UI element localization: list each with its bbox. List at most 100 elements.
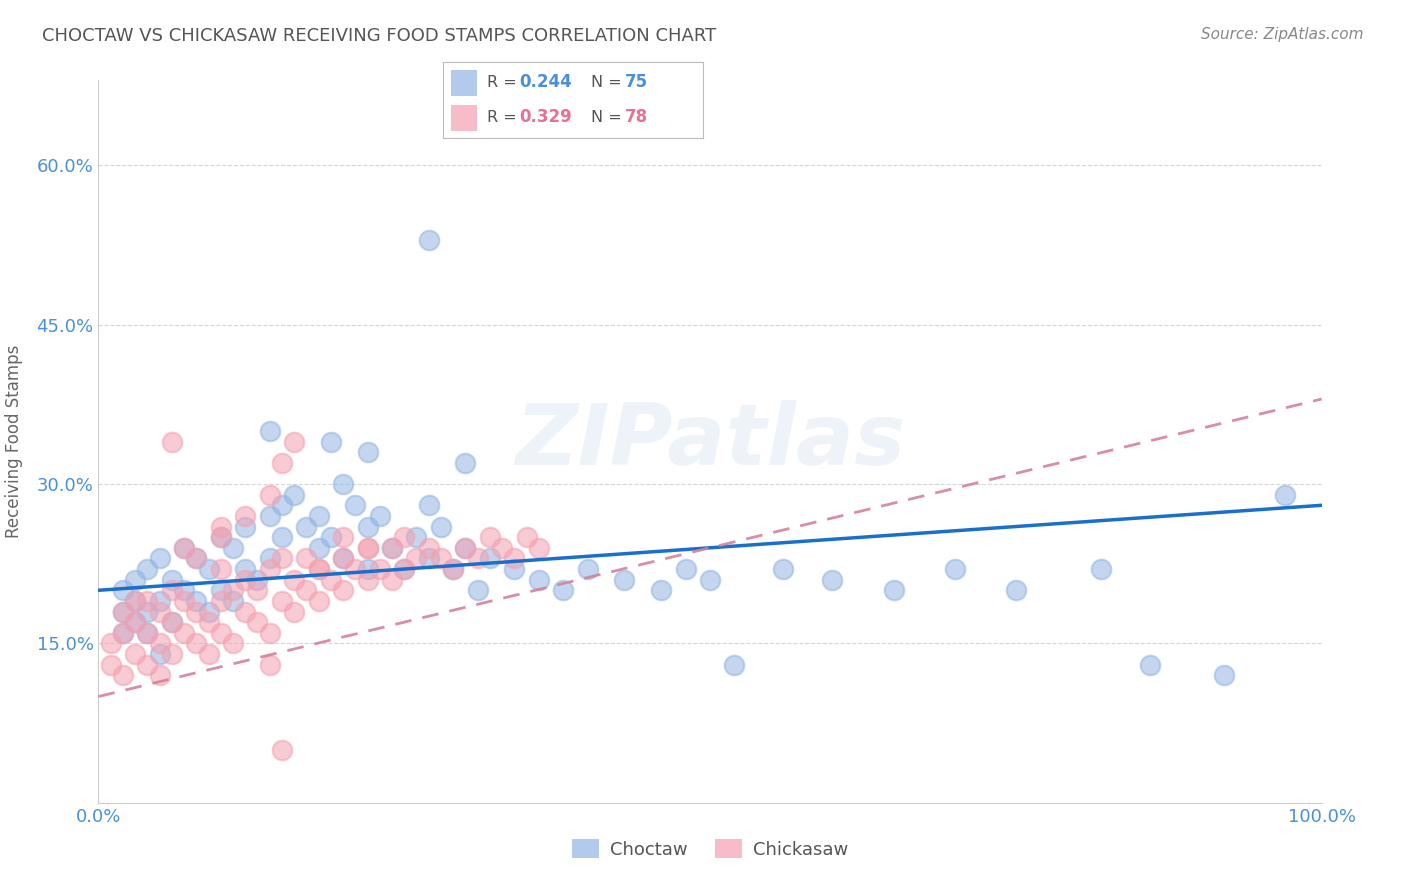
Point [295,583,318,598]
Legend: Choctaw, Chickasaw: Choctaw, Chickasaw [565,832,855,866]
Point [209,530,232,544]
Point [527,573,550,587]
Point [149,647,172,661]
Point [883,583,905,598]
Point [259,551,281,566]
Point [270,498,294,512]
Point [246,573,269,587]
Point [675,562,697,576]
Point [222,583,245,598]
Point [392,530,416,544]
Point [418,551,440,566]
Point [160,434,183,449]
Point [160,573,183,587]
Point [124,594,146,608]
Point [332,583,354,598]
Point [173,625,195,640]
Point [124,594,146,608]
Point [186,594,208,608]
Point [943,562,966,576]
Point [160,647,183,661]
Point [197,647,219,661]
Point [356,573,378,587]
Point [344,498,367,512]
Point [821,573,844,587]
Point [136,625,159,640]
Point [332,530,354,544]
Point [283,605,305,619]
Point [478,551,501,566]
Point [233,562,256,576]
Point [723,657,745,672]
Point [418,498,440,512]
Point [319,434,342,449]
Point [332,551,354,566]
Point [173,594,195,608]
Point [368,562,391,576]
Text: ZIPatlas: ZIPatlas [515,400,905,483]
Point [149,636,172,650]
Point [111,625,134,640]
Point [124,647,146,661]
Point [160,583,183,598]
Point [111,605,134,619]
Text: CHOCTAW VS CHICKASAW RECEIVING FOOD STAMPS CORRELATION CHART: CHOCTAW VS CHICKASAW RECEIVING FOOD STAM… [42,27,717,45]
Point [149,594,172,608]
Point [233,605,256,619]
Point [283,573,305,587]
Point [467,551,489,566]
Point [246,583,269,598]
Point [186,605,208,619]
Point [491,541,513,555]
Point [270,551,294,566]
Text: N =: N = [591,110,627,125]
Text: 0.244: 0.244 [520,73,572,91]
Point [160,615,183,630]
Point [454,541,477,555]
Point [418,233,440,247]
Point [246,615,269,630]
Point [650,583,672,598]
Point [136,657,159,672]
Point [441,562,464,576]
Point [553,583,575,598]
Point [1004,583,1026,598]
Point [149,668,172,682]
Point [478,530,501,544]
Point [209,519,232,533]
Point [405,530,427,544]
Point [209,594,232,608]
Point [295,551,318,566]
Point [136,625,159,640]
Point [454,541,477,555]
Point [197,562,219,576]
Point [186,636,208,650]
Point [283,488,305,502]
Point [100,657,122,672]
Point [270,456,294,470]
Point [222,541,245,555]
Point [576,562,599,576]
Point [515,530,537,544]
Point [613,573,636,587]
Point [295,519,318,533]
Point [136,562,159,576]
Point [454,456,477,470]
Text: 75: 75 [624,73,648,91]
Point [222,594,245,608]
Point [1090,562,1112,576]
Point [173,583,195,598]
Point [344,562,367,576]
Point [1139,657,1161,672]
Point [209,562,232,576]
Point [270,530,294,544]
Point [186,551,208,566]
Point [233,573,256,587]
Point [259,562,281,576]
Point [209,530,232,544]
Point [430,519,453,533]
Point [270,594,294,608]
Point [186,551,208,566]
Point [430,551,453,566]
Point [209,583,232,598]
